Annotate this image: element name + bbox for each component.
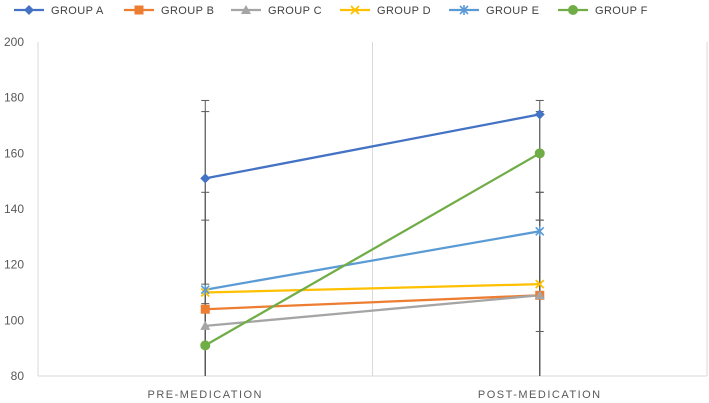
series-line	[205, 230, 540, 291]
data-point	[534, 290, 545, 300]
legend-label: GROUP E	[486, 5, 539, 17]
series-line	[205, 294, 540, 311]
y-tick-label: 160	[4, 146, 24, 160]
data-point	[200, 304, 210, 314]
y-tick-label: 100	[4, 313, 24, 327]
legend-item: GROUP F	[558, 5, 648, 17]
legend-label: GROUP F	[595, 5, 648, 17]
series-line	[205, 294, 540, 328]
x-tick-label: PRE-MEDICATION	[147, 389, 263, 401]
y-tick-label: 120	[4, 258, 24, 272]
legend: GROUP A GROUP B GROUP C GROUP D GROUP E GROUP…	[14, 5, 648, 17]
data-point	[200, 320, 211, 330]
y-tick-label: 180	[4, 91, 24, 105]
triangle-icon	[241, 5, 251, 14]
data-point	[200, 284, 210, 295]
data-point	[535, 226, 545, 237]
x-icon	[350, 5, 360, 15]
legend-item: GROUP E	[449, 5, 539, 17]
data-point	[534, 148, 545, 159]
y-axis: 80 100 120 140 160 180 200	[4, 35, 24, 383]
series-line	[205, 113, 540, 180]
circle-icon	[568, 5, 578, 15]
data-point	[535, 279, 545, 289]
y-tick-label: 80	[11, 369, 25, 383]
legend-label: GROUP D	[377, 5, 431, 17]
series-markers	[200, 109, 545, 351]
legend-label: GROUP A	[51, 5, 104, 17]
square-icon	[134, 5, 144, 15]
legend-item: GROUP A	[14, 5, 104, 17]
data-point	[200, 173, 211, 184]
legend-item: GROUP C	[231, 5, 322, 17]
x-axis: PRE-MEDICATION POST-MEDICATION	[38, 375, 707, 401]
asterisk-icon	[459, 5, 469, 15]
series-lines	[204, 113, 541, 347]
series-line	[205, 283, 540, 294]
legend-label: GROUP C	[268, 5, 322, 17]
legend-label: GROUP B	[161, 5, 214, 17]
data-point	[534, 109, 545, 120]
y-tick-label: 140	[4, 202, 24, 216]
series-line	[204, 152, 541, 347]
data-point	[200, 340, 211, 351]
x-tick-label: POST-MEDICATION	[478, 389, 602, 401]
y-tick-label: 200	[4, 35, 24, 49]
diamond-icon	[24, 5, 34, 15]
legend-item: GROUP B	[124, 5, 214, 17]
vertical-gridlines	[37, 42, 708, 376]
legend-item: GROUP D	[340, 5, 431, 17]
